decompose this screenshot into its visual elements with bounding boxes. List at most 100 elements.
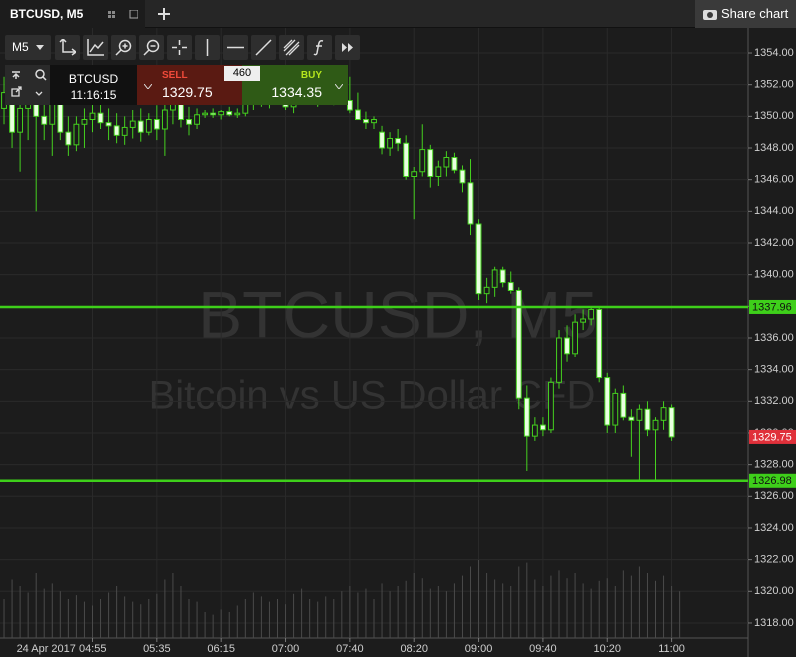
candle-body [596, 308, 603, 379]
symbol: BTCUSD [68, 72, 119, 86]
candle-body [105, 122, 112, 127]
candle-body [346, 100, 353, 111]
price-axis-panel [748, 28, 796, 657]
candle-body [371, 119, 377, 124]
tool-vline[interactable] [195, 35, 220, 60]
candle-body [355, 109, 361, 121]
sell-arrow [144, 84, 152, 89]
candle-body [628, 416, 635, 421]
y-tick-label: 1332.00 [754, 395, 794, 407]
candle-body [194, 114, 200, 125]
panel-icons [11, 69, 47, 97]
candle-body [57, 103, 64, 133]
clock: 11:16:15 [70, 88, 117, 102]
candle-body [129, 120, 136, 128]
y-tick-label: 1320.00 [754, 585, 794, 597]
candle-body [660, 407, 667, 421]
y-tick-label: 1350.00 [754, 110, 794, 122]
candle-body [210, 112, 217, 116]
y-tick-label: 1322.00 [754, 554, 794, 566]
candle-body [515, 289, 522, 399]
candle-body [564, 337, 570, 355]
candle-body [137, 120, 144, 133]
y-tick-label: 1336.00 [754, 332, 794, 344]
candle-body [73, 123, 80, 146]
candle-body [161, 109, 168, 130]
candle-body [153, 119, 160, 130]
tab-title: BTCUSD, M5 [10, 7, 84, 21]
timeframe-button[interactable]: M5 [5, 35, 51, 60]
y-tick-label: 1352.00 [754, 79, 794, 91]
price-label-box [749, 429, 796, 444]
level-label: 1326.98 [752, 475, 792, 487]
candle-body [459, 169, 466, 184]
share-label: Share chart [721, 6, 789, 21]
candle-body [218, 111, 225, 116]
tool-function[interactable] [307, 35, 332, 60]
candle-body [363, 119, 369, 124]
watermark-title: BTCUSD, M5 [198, 277, 598, 351]
x-tick-label: 08:20 [400, 643, 428, 655]
tool-crosshair[interactable] [167, 35, 192, 60]
candle-body [427, 149, 434, 178]
candle-body [41, 115, 48, 125]
y-tick-label: 1328.00 [754, 459, 794, 471]
candle-body [49, 103, 56, 125]
x-tick-label: 10:20 [593, 643, 621, 655]
camera-icon [703, 10, 717, 20]
sell-price: 1329.75 [162, 84, 213, 100]
candle-body [507, 282, 514, 291]
chart-tab[interactable]: BTCUSD, M5 [0, 0, 145, 28]
tool-channel[interactable] [279, 35, 304, 60]
tool-zoom-out[interactable] [139, 35, 164, 60]
x-tick-label: 07:40 [336, 643, 364, 655]
candle-body [499, 269, 506, 284]
x-tick-label: 05:35 [143, 643, 171, 655]
tool-zoom-in[interactable] [111, 35, 136, 60]
candle-body [491, 269, 498, 288]
price-label: 1329.75 [752, 431, 792, 443]
y-tick-label: 1318.00 [754, 617, 794, 629]
y-tick-label: 1342.00 [754, 237, 794, 249]
candle-body [89, 112, 96, 121]
candle-body [234, 112, 241, 116]
buy-label: BUY [300, 70, 322, 81]
x-tick-label: 06:15 [207, 643, 235, 655]
y-tick-label: 1346.00 [754, 174, 794, 186]
candle-body [451, 157, 458, 171]
add-tab[interactable] [157, 7, 171, 21]
candle-body [202, 112, 209, 116]
y-tick-label: 1326.00 [754, 490, 794, 502]
x-tick-label: 09:40 [529, 643, 557, 655]
buy-price: 1334.35 [271, 84, 322, 100]
candle-body [242, 103, 249, 114]
tool-forward[interactable] [335, 35, 360, 60]
candle-body [644, 408, 651, 431]
candle-body [580, 318, 587, 323]
candle-body [668, 407, 675, 438]
tool-hline[interactable] [223, 35, 248, 60]
sell-label: SELL [162, 70, 188, 81]
y-tick-label: 1354.00 [754, 47, 794, 59]
dropdown-icon [36, 45, 44, 50]
candle-body [483, 286, 490, 295]
tool-trendline[interactable] [251, 35, 276, 60]
x-tick-label: 09:00 [465, 643, 493, 655]
candle-body [395, 138, 402, 144]
tab-icons [108, 10, 138, 19]
candle-body [548, 381, 554, 431]
y-tick-label: 1348.00 [754, 142, 794, 154]
candle-body [588, 308, 595, 320]
candle-body [113, 125, 120, 136]
tool-axes[interactable] [55, 35, 80, 60]
candle-body [443, 157, 450, 168]
candle-body [604, 377, 611, 426]
share-button[interactable]: Share chart [695, 0, 796, 28]
y-tick-label: 1324.00 [754, 522, 794, 534]
tool-indicator[interactable] [83, 35, 108, 60]
candle-body [523, 397, 530, 437]
x-tick-label: 07:00 [272, 643, 300, 655]
candle-body [531, 424, 538, 437]
